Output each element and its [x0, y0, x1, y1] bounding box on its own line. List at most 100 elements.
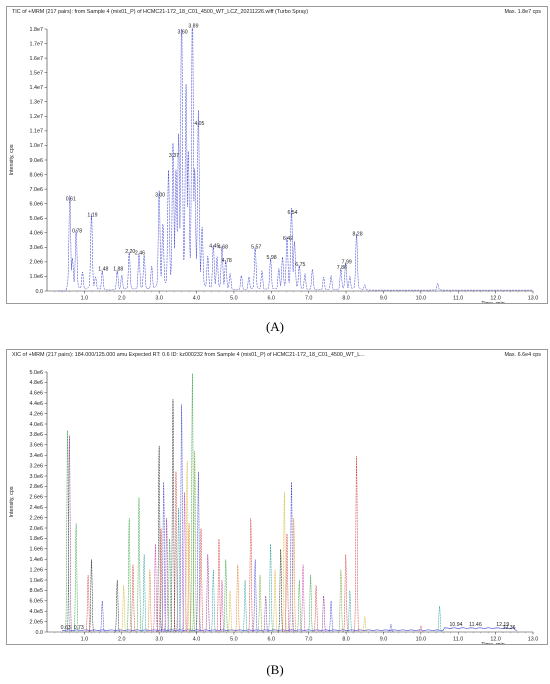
xic-peak: [281, 492, 288, 633]
y-tick-label: 6.0e6: [30, 201, 44, 207]
y-tick-label: 2.6e6: [30, 495, 44, 501]
y-tick-label: 4.2e6: [30, 411, 44, 417]
x-tick-label: 2.0: [118, 637, 126, 643]
xic-peak: [283, 533, 291, 633]
xic-peak: [160, 481, 167, 633]
xic-peak: [152, 543, 159, 633]
peak-label: 8.28: [352, 232, 362, 238]
xic-peak: [64, 430, 71, 633]
xic-peak: [113, 580, 121, 633]
peak-apex: [101, 271, 103, 273]
xic-peak: [299, 564, 307, 633]
x-tick-label: 2.0: [118, 296, 126, 302]
xic-peak: [346, 590, 354, 633]
peak-apex: [212, 248, 214, 250]
peak-apex: [290, 214, 292, 216]
peak-label: 4.78: [222, 258, 232, 264]
xic-peak: [218, 580, 226, 633]
y-tick-label: 2.0e6: [30, 526, 44, 532]
y-tick-label: 2.0e5: [30, 619, 44, 625]
x-tick-label: 5.0: [230, 296, 238, 302]
peak-label: 3.89: [188, 24, 198, 30]
xic-peak: [129, 564, 137, 633]
chart-a-svg: 1.0 2.0 3.0 4.0 5.0 6.0 7.0 8.0 9.0 10.0 11.0 12.0 1…: [9, 24, 538, 304]
xic-peak: [256, 574, 264, 633]
xic-peak: [172, 471, 180, 633]
peak-label: 12.19: [496, 622, 509, 628]
y-tick-label: 3.6e6: [30, 443, 44, 449]
xic-peak: [191, 450, 199, 633]
y-tick-label: 1.7e7: [30, 41, 44, 47]
peak-apex: [69, 201, 71, 203]
x-tick-label: 4.0: [193, 296, 201, 302]
xic-peak: [210, 569, 217, 633]
xic-peak: [88, 559, 95, 633]
y-tick-label: 4.0e6: [30, 422, 44, 428]
peak-label: 7.86: [337, 265, 347, 271]
peak-label: 6.54: [287, 210, 297, 216]
y-tick-label: 1.4e7: [30, 85, 44, 91]
x-tick-label: 13.0: [528, 637, 539, 643]
xic-peak: [140, 554, 148, 633]
xic-peak: [271, 569, 279, 633]
chart-panel-b: XIC of +MRM (217 pairs): 184.000/125.000…: [6, 349, 548, 645]
y-tick-label: 5.0e6: [30, 216, 44, 222]
x-tick-label: 1.0: [81, 637, 89, 643]
peak-apex: [116, 271, 118, 273]
y-axis-label: Intensity, cps: [9, 486, 15, 517]
peak-label: 3.00: [155, 192, 165, 198]
x-tick-label: 3.0: [155, 296, 163, 302]
peak-apex: [270, 259, 272, 261]
xic-peak: [98, 600, 106, 633]
xic-peak: [215, 538, 223, 633]
xic-peak: [267, 543, 274, 633]
xic-peak: [234, 564, 242, 633]
peak-label: 11.46: [469, 622, 482, 628]
y-tick-label: 4.0e6: [30, 231, 44, 237]
xic-peak: [327, 600, 335, 633]
peak-apex: [75, 233, 77, 235]
xic-peak: [169, 399, 177, 633]
peak-label: 0.63: [61, 625, 71, 631]
peak-label: 5.98: [267, 255, 277, 261]
y-tick-label: 7.0e6: [30, 187, 44, 193]
xic-peak: [146, 569, 154, 633]
x-tick-label: 6.0: [268, 296, 276, 302]
x-tick-label: 7.0: [305, 637, 313, 643]
peak-label: 1.88: [113, 267, 123, 273]
xic-peak: [204, 554, 212, 633]
y-tick-label: 8.0e5: [30, 588, 44, 594]
y-tick-label: 1.0e7: [30, 143, 44, 149]
xic-peak: [135, 497, 143, 633]
xic-peak: [120, 585, 127, 633]
y-tick-label: 2.0e6: [30, 260, 44, 266]
x-tick-label: 9.0: [380, 637, 388, 643]
peak-label: 6.75: [295, 262, 305, 268]
y-tick-label: 5.0e6: [30, 370, 44, 376]
y-tick-label: 1.6e6: [30, 547, 44, 553]
peak-label: 0.61: [66, 197, 76, 203]
xic-peak: [342, 554, 350, 633]
xic-peak: [288, 481, 295, 633]
y-axis-label: Intensity, cps: [9, 144, 15, 175]
y-tick-label: 3.0e6: [30, 245, 44, 251]
peak-apex: [158, 197, 160, 199]
x-axis-label: Time, min: [481, 642, 504, 644]
y-tick-label: 6.0e5: [30, 599, 44, 605]
peak-label: 4.45: [209, 243, 219, 249]
xic-peak: [295, 580, 303, 633]
xic-peak: [155, 445, 163, 633]
peak-apex: [128, 254, 130, 256]
xic-peak: [185, 523, 193, 633]
chart-b-max-label: Max. 6.6e4 cps: [504, 352, 541, 358]
peak-label: 6.42: [283, 236, 293, 242]
y-tick-label: 3.0e6: [30, 474, 44, 480]
chart-b-svg: 1.0 2.0 3.0 4.0 5.0 6.0 7.0 8.0 9.0 10.0 11.0 12.0 1…: [9, 370, 539, 644]
xic-peak: [417, 625, 425, 633]
y-tick-label: 1.3e7: [30, 100, 44, 106]
peak-apex: [191, 28, 193, 30]
xic-peak: [175, 507, 182, 633]
x-tick-label: 3.0: [155, 637, 163, 643]
chart-panel-a: TIC of +MRM (217 pairs): from Sample 4 (…: [6, 6, 548, 304]
peak-label: 3.60: [178, 29, 188, 35]
